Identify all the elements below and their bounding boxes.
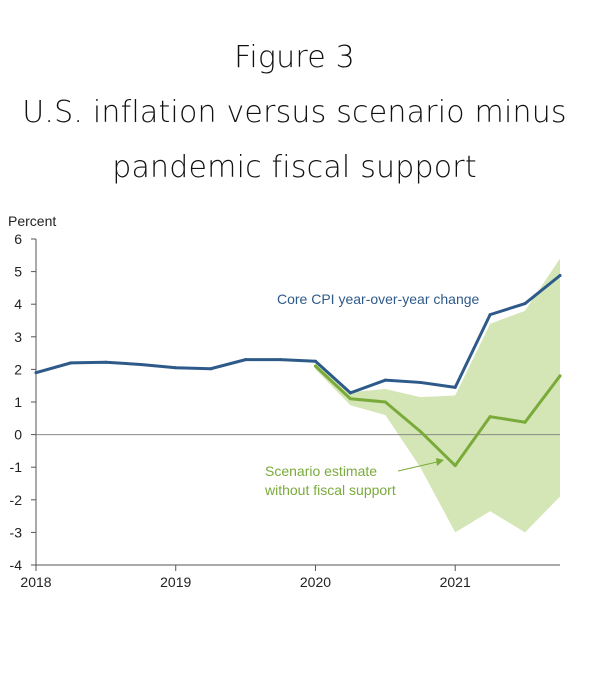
core-cpi-data-point: [244, 358, 248, 362]
scenario-data-point: [383, 400, 387, 404]
core-cpi-data-point: [488, 313, 492, 317]
y-tick-label: 0: [14, 427, 22, 443]
core-cpi-data-point: [348, 391, 352, 395]
core-cpi-data-point: [313, 359, 317, 363]
y-tick-label: -1: [10, 459, 23, 475]
scenario-series-annotation-line-2: without fiscal support: [264, 482, 396, 498]
y-tick-label: 1: [14, 394, 22, 410]
figure-title-line-2: pandemic fiscal support: [112, 150, 477, 185]
scenario-data-point: [558, 374, 562, 378]
core-cpi-data-point: [139, 363, 143, 367]
scenario-data-point: [313, 364, 317, 368]
core-cpi-data-point: [453, 385, 457, 389]
y-tick-label: 3: [14, 329, 22, 345]
core-cpi-data-point: [558, 274, 562, 278]
core-cpi-line: [34, 274, 562, 395]
y-tick-label: -3: [10, 524, 23, 540]
scenario-series-annotation-line-1: Scenario estimate: [265, 463, 377, 479]
core-cpi-data-point: [69, 361, 73, 365]
scenario-annotation-arrow: [397, 461, 438, 472]
scenario-data-point: [453, 464, 457, 468]
scenario-annotation-arrowhead: [436, 458, 444, 466]
core-cpi-data-point: [104, 360, 108, 364]
y-axis-label: Percent: [8, 213, 56, 229]
y-tick-label: 2: [14, 361, 22, 377]
scenario-data-point: [418, 429, 422, 433]
scenario-line: [313, 364, 562, 468]
core-cpi-data-point: [279, 358, 283, 362]
scenario-uncertainty-band: [315, 258, 560, 533]
core-cpi-data-point: [418, 380, 422, 384]
y-tick-label: 4: [14, 296, 22, 312]
y-tick-label: 5: [14, 264, 22, 280]
x-tick-label: 2019: [160, 574, 191, 590]
figure-label: Figure 3: [234, 40, 355, 75]
core-cpi-data-point: [209, 367, 213, 371]
y-tick-label: 6: [14, 231, 22, 247]
x-tick-label: 2020: [300, 574, 331, 590]
figure-title-block: Figure 3 U.S. inflation versus scenario …: [0, 30, 589, 195]
scenario-data-point: [348, 397, 352, 401]
y-tick-label: -2: [10, 492, 23, 508]
core-cpi-data-point: [523, 302, 527, 306]
annotation-layer: Core CPI year-over-year change Scenario …: [264, 291, 480, 498]
y-tick-label: -4: [10, 557, 23, 573]
cpi-series-annotation: Core CPI year-over-year change: [277, 291, 480, 307]
series-layer: [34, 274, 562, 468]
scenario-data-point: [488, 415, 492, 419]
core-cpi-data-point: [383, 378, 387, 382]
scenario-data-point: [523, 420, 527, 424]
core-cpi-data-point: [34, 371, 38, 375]
band-layer: [315, 258, 560, 533]
x-tick-label: 2018: [20, 574, 51, 590]
x-tick-label: 2021: [440, 574, 471, 590]
core-cpi-data-point: [174, 366, 178, 370]
figure-title-line-1: U.S. inflation versus scenario minus: [22, 95, 567, 130]
